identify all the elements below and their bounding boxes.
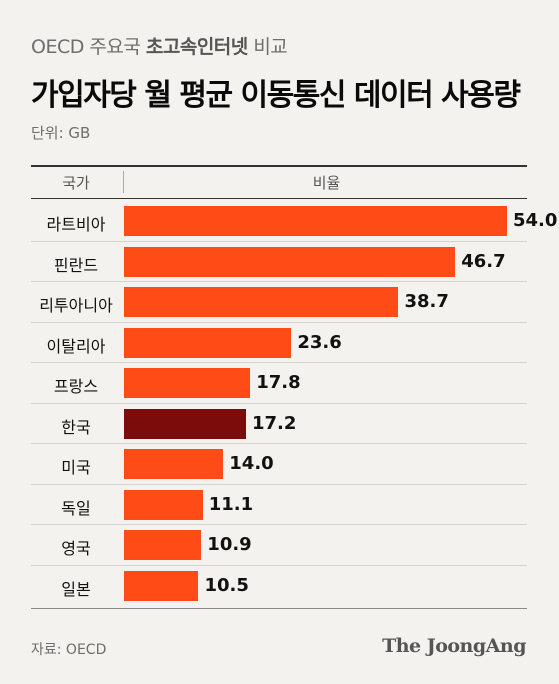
value-label: 10.9 <box>207 534 252 555</box>
country-label: 일본 <box>61 579 91 599</box>
bar-row: 이탈리아 23.6 <box>31 323 527 363</box>
table-bottom-rule <box>31 608 527 609</box>
bar-row: 독일 11.1 <box>31 485 527 525</box>
bar <box>124 408 246 439</box>
row-separator <box>31 321 527 323</box>
bar-row: 미국 14.0 <box>31 444 527 485</box>
row-separator <box>31 483 527 485</box>
unit-label: 단위: GB <box>31 124 91 142</box>
column-header-country: 국가 <box>62 174 90 192</box>
bar <box>124 368 251 398</box>
bar <box>124 287 399 317</box>
value-label: 17.8 <box>256 372 301 393</box>
column-header-value: 비율 <box>312 174 341 192</box>
header-top-rule <box>31 165 527 167</box>
bar-row: 일본 10.5 <box>31 566 527 607</box>
header-bottom-rule <box>31 198 527 199</box>
bar-row: 프랑스 17.8 <box>31 363 527 404</box>
row-separator <box>31 240 527 242</box>
chart-title: 가입자당 월 평균 이동통신 데이터 사용량 <box>31 78 521 113</box>
bar-row: 한국 17.2 <box>31 404 527 444</box>
country-label: 영국 <box>61 539 91 558</box>
bar-row: 라트비아 54.0 <box>31 201 557 242</box>
value-label: 46.7 <box>461 250 506 272</box>
value-label: 14.0 <box>229 453 274 474</box>
row-separator <box>31 402 527 404</box>
header-divider <box>123 171 124 193</box>
value-label: 54.0 <box>513 210 558 231</box>
bar-row: 영국 10.9 <box>31 525 527 566</box>
brand-logo: The JoongAng <box>382 635 526 657</box>
value-label: 38.7 <box>404 291 449 312</box>
row-separator <box>31 443 527 444</box>
country-label: 프랑스 <box>53 377 99 396</box>
row-separator <box>31 362 527 363</box>
subtitle-highlight: 초고속인터넷 <box>145 36 248 58</box>
value-label: 23.6 <box>297 331 342 353</box>
country-label: 미국 <box>61 458 91 477</box>
country-label: 리투아니아 <box>39 296 113 315</box>
bar <box>124 570 199 601</box>
subtitle-suffix: 비교 <box>253 36 288 58</box>
source-note: 자료: OECD <box>31 642 107 658</box>
country-label: 라트비아 <box>46 215 106 234</box>
country-label: 이탈리아 <box>46 336 106 356</box>
bar <box>124 246 456 277</box>
value-label: 17.2 <box>251 412 297 434</box>
table-header: 국가 비율 <box>31 166 527 198</box>
bar <box>124 449 224 479</box>
row-separator <box>31 564 527 566</box>
row-separator <box>31 281 527 282</box>
country-label: 핀란드 <box>53 255 99 275</box>
country-label: 독일 <box>61 498 91 518</box>
bar-row: 리투아니아 38.7 <box>31 282 527 323</box>
bar <box>124 489 203 520</box>
bar <box>124 530 202 560</box>
bar <box>124 327 292 358</box>
chart-subtitle: OECD 주요국 초고속인터넷 비교 <box>31 32 288 59</box>
row-separator <box>31 524 527 525</box>
country-label: 한국 <box>61 417 91 437</box>
value-label: 11.1 <box>208 493 254 515</box>
bar-row: 핀란드 46.7 <box>31 242 527 282</box>
value-label: 10.5 <box>204 574 249 596</box>
bar <box>124 206 507 236</box>
subtitle-prefix: OECD 주요국 <box>31 36 141 58</box>
